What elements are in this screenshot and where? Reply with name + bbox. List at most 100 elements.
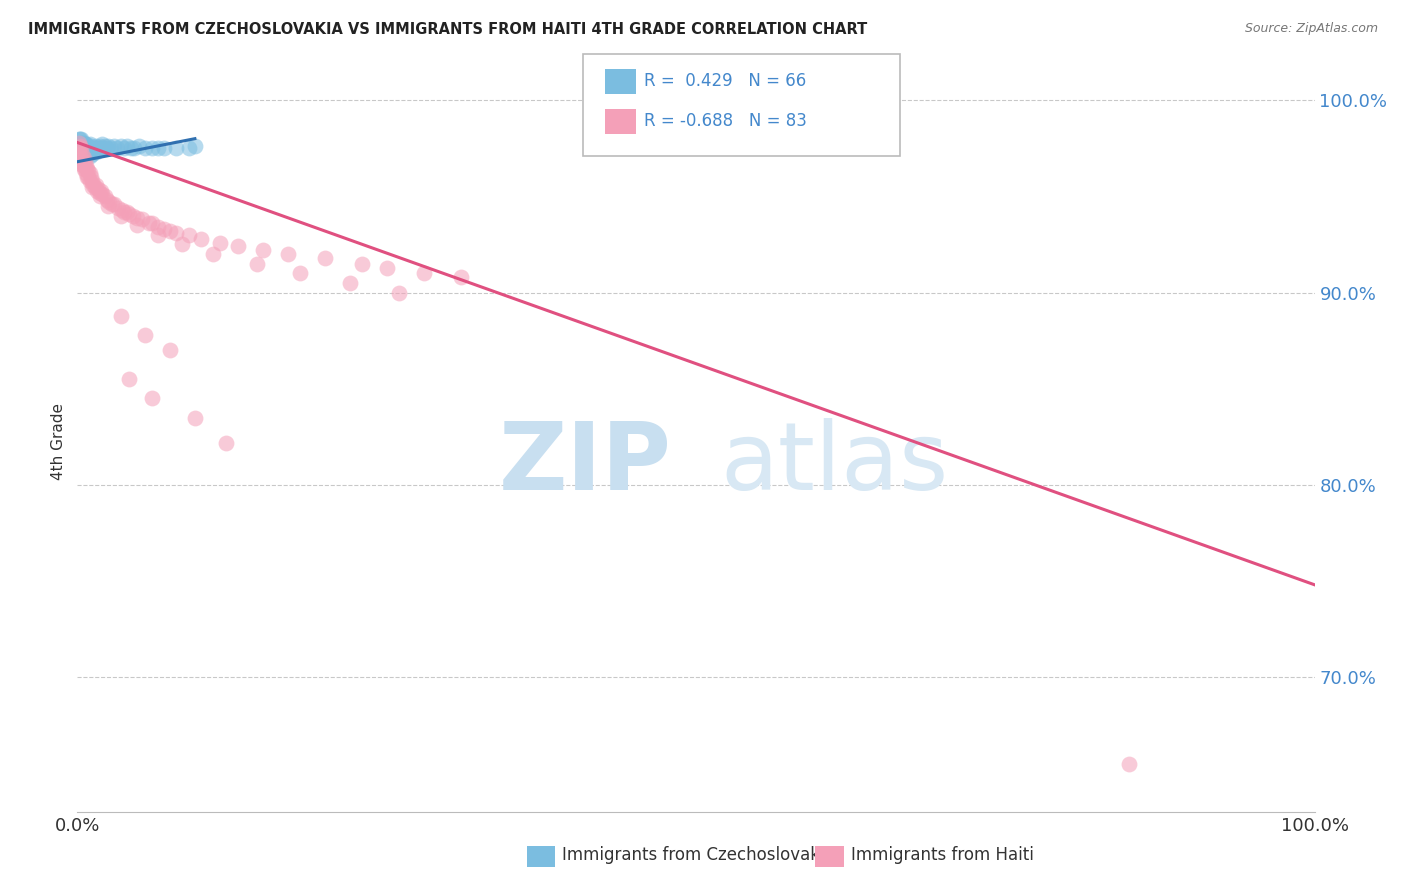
Point bbox=[72, 149, 94, 163]
Text: ZIP: ZIP bbox=[498, 417, 671, 509]
Point bbox=[110, 209, 132, 223]
Point bbox=[77, 147, 100, 161]
Point bbox=[105, 141, 128, 155]
Point bbox=[350, 257, 373, 271]
Point bbox=[79, 149, 101, 163]
Point bbox=[70, 141, 93, 155]
Point bbox=[184, 139, 207, 153]
Point bbox=[84, 145, 107, 160]
Point bbox=[87, 182, 110, 196]
Point bbox=[107, 201, 129, 215]
Point bbox=[115, 139, 138, 153]
Point bbox=[215, 435, 238, 450]
Point bbox=[226, 239, 249, 253]
Point bbox=[72, 151, 94, 165]
Point bbox=[69, 147, 91, 161]
Point bbox=[141, 216, 163, 230]
Point bbox=[69, 147, 91, 161]
Point bbox=[72, 162, 94, 177]
Point bbox=[90, 141, 112, 155]
Y-axis label: 4th Grade: 4th Grade bbox=[51, 403, 66, 480]
Point bbox=[82, 141, 104, 155]
Point bbox=[72, 147, 94, 161]
Point bbox=[91, 141, 114, 155]
Point bbox=[70, 151, 93, 165]
Point bbox=[73, 137, 96, 152]
Point bbox=[67, 141, 90, 155]
Point bbox=[93, 139, 115, 153]
Point bbox=[141, 391, 163, 405]
Point bbox=[96, 141, 118, 155]
Text: R =  0.429   N = 66: R = 0.429 N = 66 bbox=[644, 72, 806, 90]
Point bbox=[177, 227, 200, 242]
Point bbox=[103, 197, 125, 211]
Text: Source: ZipAtlas.com: Source: ZipAtlas.com bbox=[1244, 22, 1378, 36]
Point bbox=[72, 151, 94, 165]
Point bbox=[122, 209, 145, 223]
Text: Immigrants from Czechoslovakia: Immigrants from Czechoslovakia bbox=[562, 846, 835, 863]
Point bbox=[122, 141, 145, 155]
Point bbox=[70, 137, 93, 152]
Point bbox=[125, 211, 148, 225]
Point bbox=[67, 131, 90, 145]
Point bbox=[388, 285, 411, 300]
Point bbox=[1118, 756, 1140, 771]
Point bbox=[75, 159, 97, 173]
Point bbox=[450, 270, 472, 285]
Point bbox=[67, 137, 90, 152]
Point bbox=[91, 137, 114, 152]
Point bbox=[252, 243, 274, 257]
Text: Immigrants from Haiti: Immigrants from Haiti bbox=[851, 846, 1033, 863]
Point bbox=[82, 174, 104, 188]
Point bbox=[79, 137, 101, 152]
Point bbox=[84, 178, 107, 192]
Point bbox=[131, 212, 153, 227]
Point bbox=[208, 235, 231, 250]
Point bbox=[159, 343, 181, 358]
Point bbox=[134, 141, 156, 155]
Point bbox=[165, 141, 187, 155]
Point bbox=[75, 143, 97, 157]
Text: IMMIGRANTS FROM CZECHOSLOVAKIA VS IMMIGRANTS FROM HAITI 4TH GRADE CORRELATION CH: IMMIGRANTS FROM CZECHOSLOVAKIA VS IMMIGR… bbox=[28, 22, 868, 37]
Point bbox=[277, 247, 299, 261]
Point bbox=[412, 266, 434, 280]
Point bbox=[76, 145, 98, 160]
Point bbox=[288, 266, 311, 280]
Point bbox=[112, 141, 135, 155]
Point bbox=[75, 166, 97, 180]
Point bbox=[87, 141, 110, 155]
Point bbox=[165, 226, 187, 240]
Point bbox=[134, 327, 156, 342]
Point bbox=[69, 136, 91, 150]
Point bbox=[90, 184, 112, 198]
Point bbox=[72, 147, 94, 161]
Point bbox=[79, 166, 101, 180]
Point bbox=[128, 139, 150, 153]
Point bbox=[72, 139, 94, 153]
Point bbox=[202, 247, 225, 261]
Point bbox=[115, 204, 138, 219]
Point bbox=[83, 179, 105, 194]
Point bbox=[75, 137, 97, 152]
Point bbox=[103, 139, 125, 153]
Point bbox=[76, 139, 98, 153]
Point bbox=[79, 143, 101, 157]
Point bbox=[70, 154, 93, 169]
Point bbox=[89, 139, 111, 153]
Point bbox=[91, 187, 114, 202]
Point bbox=[69, 139, 91, 153]
Point bbox=[72, 136, 94, 150]
Point bbox=[111, 202, 134, 217]
Point bbox=[153, 141, 176, 155]
Text: R = -0.688   N = 83: R = -0.688 N = 83 bbox=[644, 112, 807, 129]
Point bbox=[82, 147, 104, 161]
Point bbox=[89, 186, 111, 200]
Point bbox=[153, 222, 176, 236]
Point bbox=[339, 276, 361, 290]
Point bbox=[184, 410, 207, 425]
Point bbox=[100, 141, 122, 155]
Point bbox=[72, 159, 94, 173]
Point bbox=[146, 227, 169, 242]
Point bbox=[75, 149, 97, 163]
Point bbox=[73, 147, 96, 161]
